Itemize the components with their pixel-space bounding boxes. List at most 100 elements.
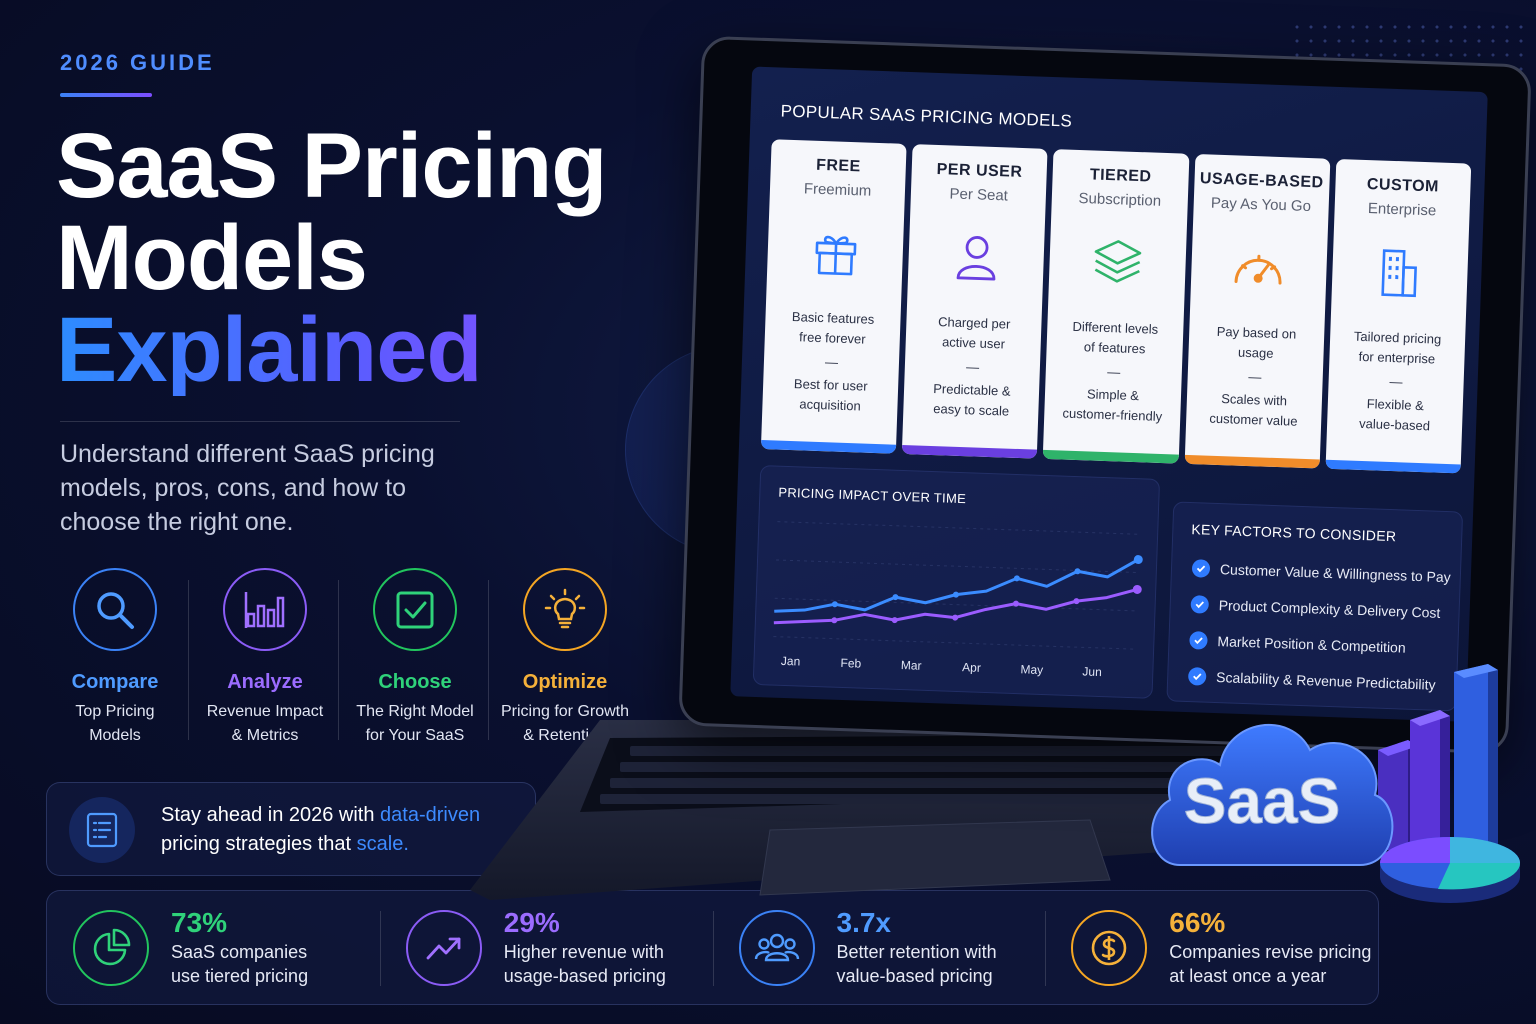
card-description: Basic features free forever — [791, 309, 875, 347]
card-separator: — — [1248, 368, 1262, 385]
check-icon — [1187, 667, 1207, 686]
stat-item: 66% Companies revise pricing at least once… — [1045, 891, 1378, 1004]
card-title: TIERED — [1089, 166, 1152, 186]
pricing-card-free: FREE Freemium Basic features free forever… — [760, 139, 907, 454]
card-description: Different levels of features — [1072, 318, 1159, 357]
screen-content: POPULAR SAAS PRICING MODELS FREE Freemiu… — [730, 66, 1488, 722]
bar-chart-icon — [223, 568, 307, 651]
factor-item: Scalability & Revenue Predictability — [1187, 667, 1436, 694]
card-title: CUSTOM — [1366, 176, 1440, 196]
title-divider — [60, 421, 460, 422]
x-tick-label: Jun — [1082, 664, 1102, 679]
saas-badge: SaaS — [1184, 765, 1341, 837]
data-point — [1013, 575, 1020, 582]
step-desc: The Right Model for Your SaaS — [356, 703, 474, 744]
x-tick-label: Mar — [901, 658, 922, 673]
document-icon — [69, 797, 135, 863]
users-icon — [738, 909, 815, 986]
card-accent-bar — [1184, 454, 1320, 469]
step-title: Choose — [378, 671, 452, 693]
card-title: USAGE-BASED — [1199, 170, 1324, 192]
x-tick-label: Feb — [840, 656, 861, 671]
step-compare: Compare Top Pricing Models — [40, 568, 190, 748]
card-note: Scales with customer value — [1209, 391, 1298, 429]
data-point — [891, 617, 898, 624]
data-point — [1074, 568, 1081, 575]
card-title: FREE — [815, 156, 862, 176]
eyebrow-label: 2026 GUIDE — [60, 50, 215, 75]
subtitle: Understand different SaaS pricing models… — [60, 440, 435, 536]
banner-highlight: data-driven — [380, 804, 481, 826]
x-tick-label: May — [1020, 662, 1043, 677]
pie-chart-3d — [1380, 837, 1521, 903]
card-separator: — — [824, 354, 839, 370]
card-description: Pay based on usage — [1216, 323, 1297, 361]
card-subtitle: Subscription — [1078, 189, 1162, 210]
card-note: Flexible & value-based — [1358, 396, 1431, 434]
card-note: Best for user acquisition — [793, 376, 868, 414]
checkbox-icon — [373, 568, 457, 651]
stat-label: Higher revenue with usage-based pricing — [503, 941, 666, 986]
step-title: Optimize — [522, 671, 608, 693]
card-subtitle: Pay As You Go — [1210, 194, 1312, 216]
banner-highlight: scale. — [356, 833, 409, 855]
card-note: Simple & customer-friendly — [1062, 386, 1163, 425]
step-optimize: Optimize Pricing for Growth & Retention — [488, 568, 640, 748]
card-description: Tailored pricing for enterprise — [1353, 328, 1442, 367]
stats-bar: 73% SaaS companies use tiered pricing 29% H… — [46, 890, 1379, 1005]
check-icon — [1190, 595, 1210, 614]
pricing-card-per-user: PER USER Per Seat Charged per active user… — [902, 144, 1048, 459]
card-accent-bar — [1325, 459, 1461, 474]
chart-panel: PRICING IMPACT OVER TIME Jan Feb Mar Apr May… — [752, 465, 1161, 699]
card-separator: — — [1107, 364, 1121, 380]
card-subtitle: Freemium — [803, 180, 872, 200]
data-point — [831, 601, 838, 608]
lightbulb-icon — [523, 568, 607, 651]
card-accent-bar — [902, 444, 1038, 459]
grid-line — [773, 636, 1136, 650]
card-subtitle: Enterprise — [1367, 200, 1437, 220]
grid-line — [774, 597, 1137, 612]
pricing-card-usage-based: USAGE-BASED Pay As You Go Pay based on us… — [1184, 153, 1331, 469]
stat-value: 3.7x — [836, 906, 892, 938]
data-point — [952, 614, 959, 621]
card-separator: — — [1389, 373, 1403, 390]
stat-item: 73% SaaS companies use tiered pricing — [47, 891, 380, 1004]
x-tick-label: Apr — [962, 660, 981, 675]
check-icon — [1191, 559, 1211, 578]
card-accent-bar — [1043, 449, 1179, 464]
stat-label: SaaS companies use tiered pricing — [171, 941, 309, 986]
step-title: Analyze — [227, 671, 303, 693]
bar-chart-3d — [1378, 664, 1498, 850]
steps-row: Compare Top Pricing Models Analyze Revenu… — [40, 568, 640, 748]
factor-item: Market Position & Competition — [1189, 631, 1406, 657]
data-point — [1133, 555, 1143, 565]
data-point — [952, 591, 959, 598]
page-title: SaaS Pricing Models Explained — [56, 120, 607, 396]
pricing-card-custom: CUSTOM Enterprise Tailored pricing for en… — [1325, 158, 1472, 474]
step-desc: Top Pricing Models — [75, 703, 155, 744]
stat-value: 66% — [1169, 906, 1226, 938]
pricing-cards: FREE Freemium Basic features free forever… — [760, 139, 1472, 474]
data-point — [1012, 600, 1019, 607]
search-icon — [73, 568, 157, 651]
grid-line — [777, 521, 1140, 535]
pricing-card-tiered: TIERED Subscription Different levels of f… — [1043, 149, 1190, 464]
banner-text: Stay ahead in 2026 with data-driven pric… — [161, 804, 481, 855]
laptop-keyboard-deck — [470, 720, 1330, 900]
factors-title: KEY FACTORS TO CONSIDER — [1191, 521, 1397, 545]
trend-up-icon — [405, 909, 482, 986]
gift-icon — [810, 222, 860, 284]
step-analyze: Analyze Revenue Impact & Metrics — [188, 568, 340, 748]
factor-item: Product Complexity & Delivery Cost — [1190, 595, 1441, 622]
x-tick-label: Jan — [781, 654, 801, 669]
data-point — [1132, 584, 1142, 594]
data-point — [1073, 598, 1080, 605]
check-icon — [1189, 631, 1208, 650]
grid-line — [776, 559, 1138, 574]
step-choose: Choose The Right Model for Your SaaS — [338, 568, 490, 748]
data-point — [892, 594, 899, 601]
gauge-icon — [1230, 236, 1288, 298]
card-description: Charged per active user — [937, 314, 1011, 352]
card-separator: — — [965, 359, 980, 375]
